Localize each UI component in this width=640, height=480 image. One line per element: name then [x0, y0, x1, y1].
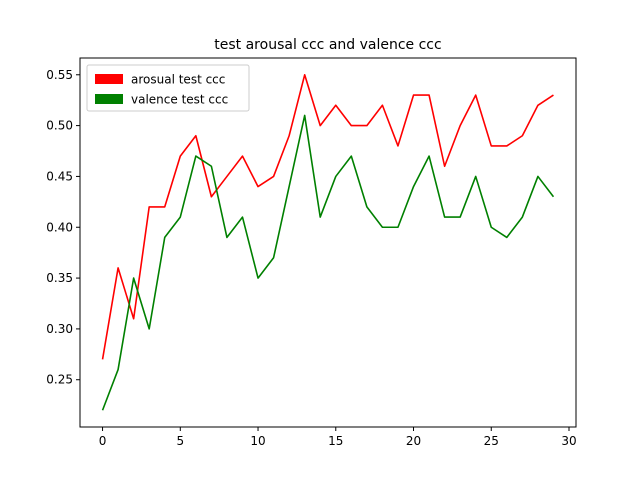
legend-label: arosual test ccc: [131, 73, 225, 87]
legend-swatch: [95, 74, 123, 84]
y-tick-label: 0.35: [46, 271, 73, 285]
plot-area: [80, 58, 576, 427]
x-tick-label: 30: [561, 434, 576, 448]
series-layer: [101, 73, 555, 411]
chart-title: test arousal ccc and valence ccc: [214, 37, 441, 53]
y-tick-label: 0.55: [46, 68, 73, 82]
x-tick-label: 20: [406, 434, 421, 448]
y-tick-label: 0.25: [46, 373, 73, 387]
x-tick-label: 5: [176, 434, 184, 448]
legend: arosual test ccc valence test ccc: [86, 64, 250, 112]
x-tick-label: 10: [250, 434, 265, 448]
series-line-valence: [101, 114, 555, 411]
legend-label: valence test ccc: [131, 93, 228, 107]
series-line-arousal: [101, 73, 554, 360]
y-tick-label: 0.30: [46, 322, 73, 336]
plot-frame: [79, 57, 577, 428]
x-tick-label: 25: [484, 434, 499, 448]
y-tick-label: 0.45: [46, 169, 73, 183]
x-tick-label: 15: [328, 434, 343, 448]
y-tick-label: 0.50: [46, 119, 73, 133]
y-tick-label: 0.40: [46, 220, 73, 234]
x-tick-label: 0: [99, 434, 107, 448]
legend-swatch: [95, 94, 123, 104]
legend-box: [86, 64, 250, 112]
y-axis: 0.25 0.30 0.35 0.40 0.45 0.50 0.55: [46, 68, 80, 387]
x-axis: 0 5 10 15 20 25 30: [99, 427, 577, 448]
